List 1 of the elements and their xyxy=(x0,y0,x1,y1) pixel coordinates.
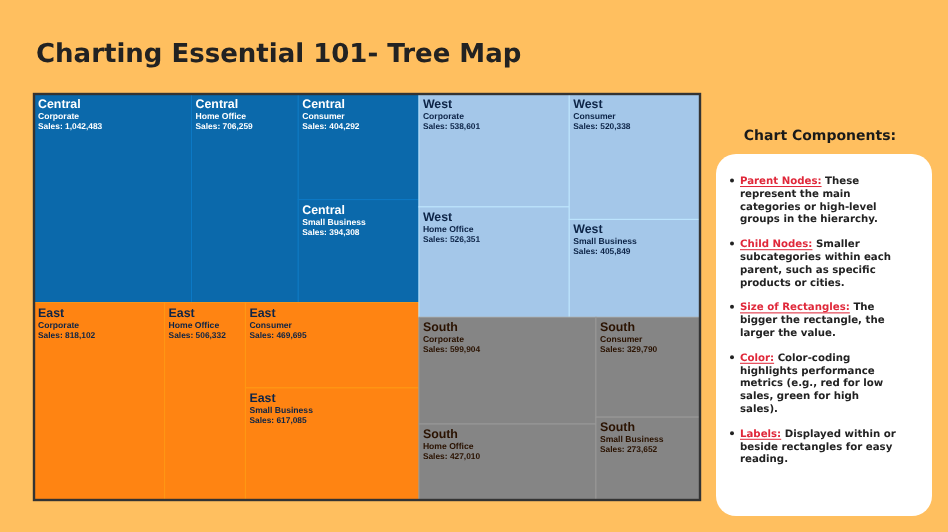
text: Charting Essential 101- Tree Map xyxy=(36,40,522,70)
